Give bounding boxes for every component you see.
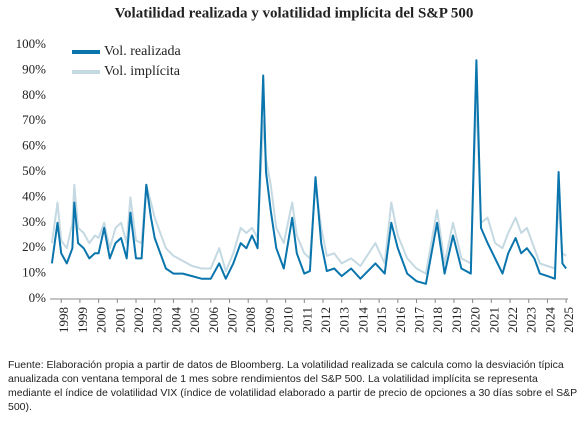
y-tick-label: 30% [22, 214, 46, 229]
x-tick-label: 2022 [505, 307, 520, 333]
x-tick-label: 2002 [131, 307, 146, 333]
x-tick-label: 2012 [318, 307, 333, 333]
y-tick-label: 100% [16, 36, 47, 51]
x-tick-label: 2024 [542, 307, 557, 334]
y-tick-label: 40% [22, 188, 46, 203]
x-tick-label: 2000 [94, 307, 109, 333]
chart: Volatilidad realizada y volatilidad impl… [16, 5, 576, 334]
x-tick-label: 2006 [206, 307, 221, 334]
x-tick-label: 2015 [374, 307, 389, 333]
x-tick-label: 1999 [75, 307, 90, 333]
x-tick-label: 2003 [150, 307, 165, 333]
legend-label: Vol. realizada [104, 44, 181, 59]
x-tick-label: 2020 [468, 307, 483, 333]
x-tick-label: 2007 [225, 307, 240, 334]
y-tick-label: 0% [29, 290, 47, 305]
x-tick-label: 2017 [412, 307, 427, 334]
x-tick-label: 2008 [243, 307, 258, 333]
chart-title: Volatilidad realizada y volatilidad impl… [115, 5, 474, 21]
y-tick-label: 10% [22, 265, 46, 280]
y-tick-label: 90% [22, 61, 46, 76]
footnote: Fuente: Elaboración propia a partir de d… [8, 359, 577, 413]
y-tick-label: 20% [22, 239, 46, 254]
y-tick-label: 80% [22, 87, 46, 102]
x-tick-label: 2025 [561, 307, 576, 333]
x-tick-label: 2023 [524, 307, 539, 333]
x-tick-label: 2014 [355, 307, 370, 334]
x-tick-label: 2019 [449, 307, 464, 333]
x-tick-label: 2004 [168, 307, 183, 334]
x-tick-label: 1998 [56, 307, 71, 333]
x-tick-label: 2011 [299, 307, 314, 333]
x-tick-label: 2005 [187, 307, 202, 333]
x-tick-label: 2016 [393, 307, 408, 334]
x-tick-label: 2001 [112, 307, 127, 333]
x-tick-label: 2010 [281, 307, 296, 333]
x-tick-label: 2009 [262, 307, 277, 333]
x-tick-label: 2013 [337, 307, 352, 333]
x-tick-label: 2018 [430, 307, 445, 333]
y-tick-label: 50% [22, 163, 46, 178]
series-line [50, 94, 567, 275]
x-tick-label: 2021 [486, 307, 501, 333]
legend-label: Vol. implícita [104, 64, 181, 79]
y-tick-label: 60% [22, 138, 46, 153]
series-line [50, 59, 567, 285]
y-tick-label: 70% [22, 112, 46, 127]
